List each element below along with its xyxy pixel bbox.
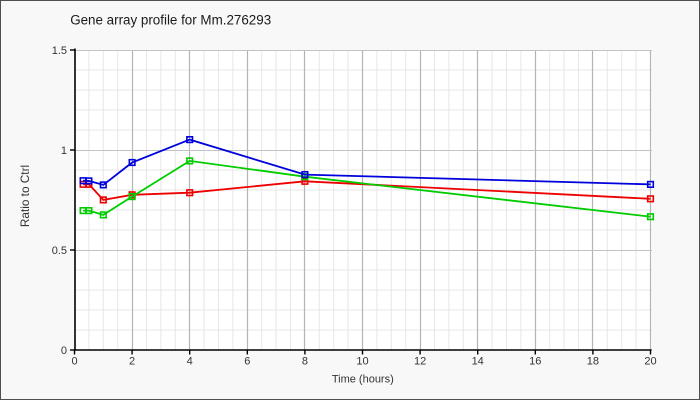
svg-text:Ratio to Ctrl: Ratio to Ctrl — [18, 165, 32, 227]
svg-text:0: 0 — [61, 345, 67, 357]
svg-text:12: 12 — [414, 356, 426, 368]
svg-text:20: 20 — [644, 356, 656, 368]
svg-text:Time (hours): Time (hours) — [332, 373, 394, 385]
svg-text:6: 6 — [244, 356, 250, 368]
svg-text:10: 10 — [356, 356, 368, 368]
svg-text:8: 8 — [302, 356, 308, 368]
svg-text:0: 0 — [71, 356, 77, 368]
svg-text:0.5: 0.5 — [52, 245, 67, 257]
svg-text:18: 18 — [587, 356, 599, 368]
svg-text:Gene array profile for Mm.2762: Gene array profile for Mm.276293 — [70, 12, 271, 27]
svg-text:2: 2 — [129, 356, 135, 368]
svg-text:1: 1 — [61, 145, 67, 157]
svg-text:1.5: 1.5 — [52, 45, 67, 57]
svg-text:16: 16 — [529, 356, 541, 368]
svg-text:4: 4 — [187, 356, 193, 368]
svg-text:14: 14 — [472, 356, 484, 368]
